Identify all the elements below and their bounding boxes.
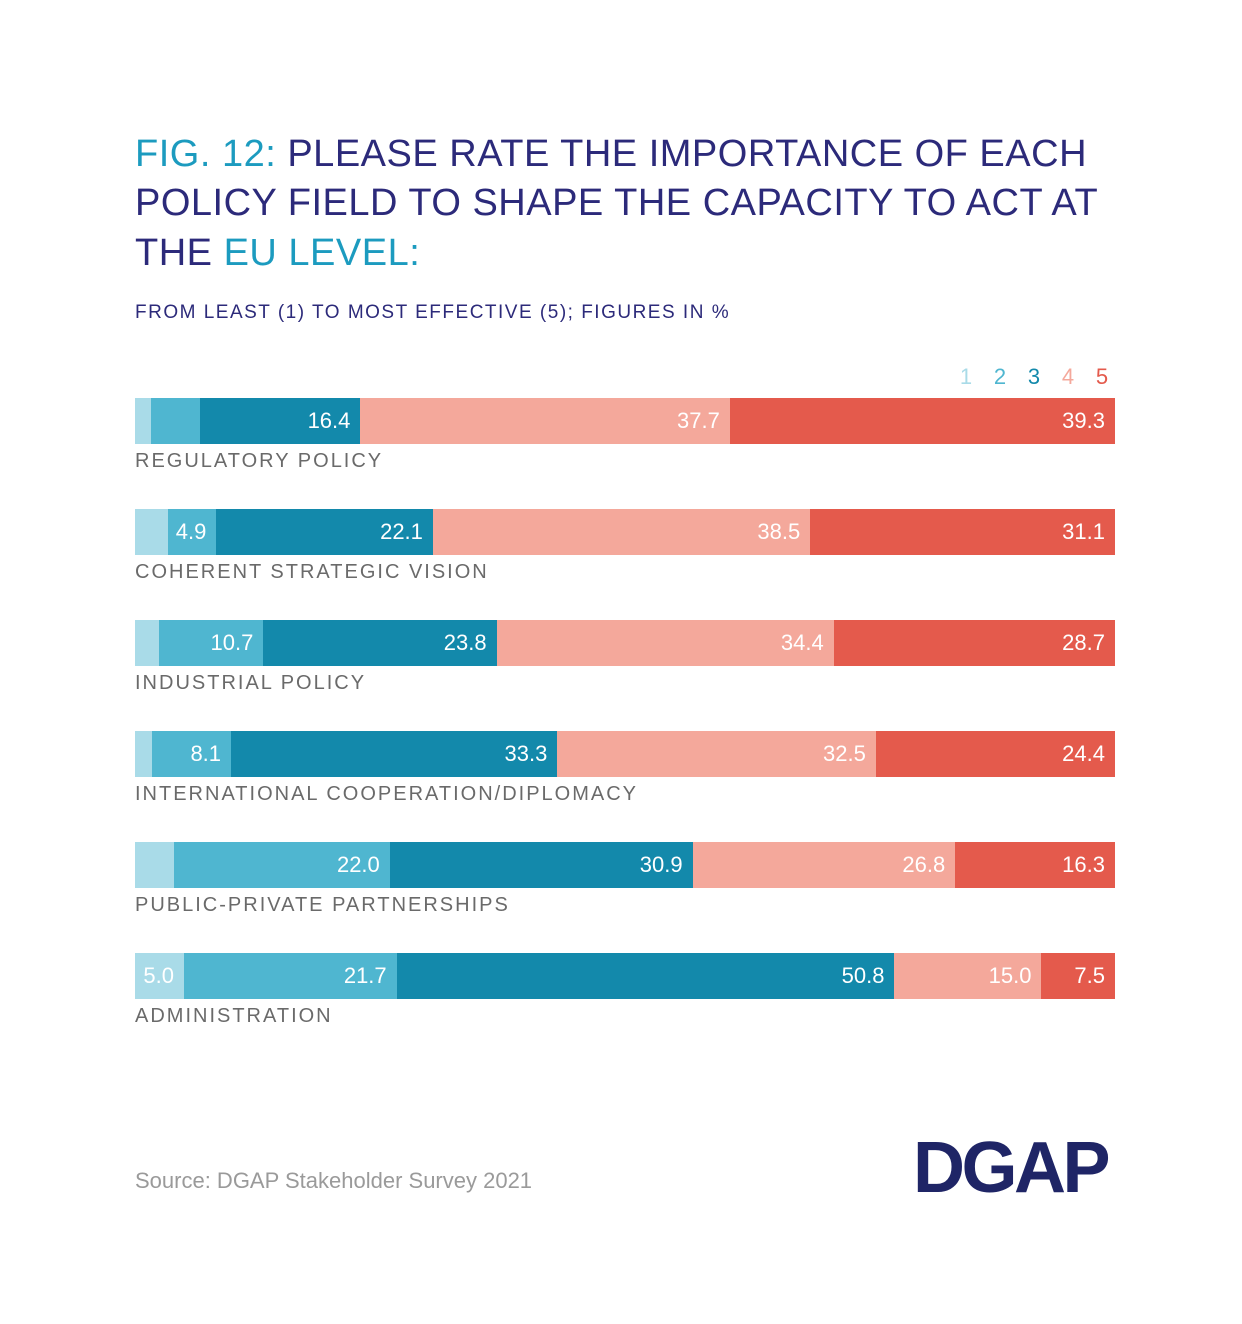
bar-segment-5: 39.3	[730, 398, 1115, 444]
stacked-bar: 22.030.926.816.3	[135, 842, 1115, 888]
stacked-bar: 16.437.739.3	[135, 398, 1115, 444]
bar-segment-1	[135, 842, 174, 888]
stacked-bar: 5.021.750.815.07.5	[135, 953, 1115, 999]
bar-segment-2: 10.7	[159, 620, 264, 666]
bar-segment-3: 23.8	[263, 620, 496, 666]
stacked-bar: 4.922.138.531.1	[135, 509, 1115, 555]
row-label: PUBLIC-PRIVATE PARTNERSHIPS	[135, 894, 1115, 917]
row-label: INTERNATIONAL COOPERATION/DIPLOMACY	[135, 783, 1115, 806]
stacked-bar: 8.133.332.524.4	[135, 731, 1115, 777]
legend-item-3: 3	[1021, 364, 1047, 390]
bar-segment-5: 28.7	[834, 620, 1115, 666]
bar-segment-4: 37.7	[360, 398, 729, 444]
stacked-bar: 10.723.834.428.7	[135, 620, 1115, 666]
row-label: INDUSTRIAL POLICY	[135, 672, 1115, 695]
bar-segment-1: 5.0	[135, 953, 184, 999]
bar-segment-1	[135, 620, 159, 666]
bar-segment-1	[135, 398, 151, 444]
bar-segment-3: 33.3	[231, 731, 557, 777]
chart-row: 16.437.739.3 REGULATORY POLICY	[135, 398, 1115, 473]
dgap-logo: DGAP	[913, 1127, 1107, 1209]
bar-segment-4: 34.4	[497, 620, 834, 666]
bar-segment-2: 21.7	[184, 953, 397, 999]
source-text: Source: DGAP Stakeholder Survey 2021	[135, 1168, 532, 1194]
chart-subtitle: FROM LEAST (1) TO MOST EFFECTIVE (5); FI…	[135, 302, 1115, 324]
bar-segment-4: 38.5	[433, 509, 810, 555]
bar-segment-2: 22.0	[174, 842, 390, 888]
bar-segment-5: 24.4	[876, 731, 1115, 777]
row-label: COHERENT STRATEGIC VISION	[135, 561, 1115, 584]
bar-segment-3: 30.9	[390, 842, 693, 888]
chart-legend: 12345	[135, 364, 1115, 390]
chart-rows: 16.437.739.3 REGULATORY POLICY 4.922.138.5…	[135, 398, 1115, 1028]
bar-segment-2	[151, 398, 200, 444]
legend-item-4: 4	[1055, 364, 1081, 390]
bar-segment-2: 4.9	[168, 509, 216, 555]
bar-segment-5: 16.3	[955, 842, 1115, 888]
bar-segment-4: 32.5	[557, 731, 876, 777]
chart-row: 22.030.926.816.3 PUBLIC-PRIVATE PARTNERSH…	[135, 842, 1115, 917]
legend-item-2: 2	[987, 364, 1013, 390]
figure-number: FIG. 12:	[135, 133, 276, 175]
bar-segment-4: 26.8	[693, 842, 956, 888]
title-highlight: EU LEVEL:	[224, 232, 421, 274]
legend-item-1: 1	[953, 364, 979, 390]
chart-row: 10.723.834.428.7 INDUSTRIAL POLICY	[135, 620, 1115, 695]
legend-item-5: 5	[1089, 364, 1115, 390]
chart-title: FIG. 12: PLEASE RATE THE IMPORTANCE OF E…	[135, 130, 1115, 278]
row-label: ADMINISTRATION	[135, 1005, 1115, 1028]
row-label: REGULATORY POLICY	[135, 450, 1115, 473]
bar-segment-5: 31.1	[810, 509, 1115, 555]
chart-container: FIG. 12: PLEASE RATE THE IMPORTANCE OF E…	[135, 130, 1115, 1064]
bar-segment-4: 15.0	[894, 953, 1041, 999]
bar-segment-3: 16.4	[200, 398, 361, 444]
chart-row: 8.133.332.524.4 INTERNATIONAL COOPERATION…	[135, 731, 1115, 806]
bar-segment-3: 22.1	[216, 509, 433, 555]
bar-segment-5: 7.5	[1041, 953, 1115, 999]
bar-segment-2: 8.1	[152, 731, 231, 777]
chart-row: 4.922.138.531.1 COHERENT STRATEGIC VISION	[135, 509, 1115, 584]
bar-segment-1	[135, 509, 168, 555]
bar-segment-1	[135, 731, 152, 777]
bar-segment-3: 50.8	[397, 953, 895, 999]
chart-row: 5.021.750.815.07.5 ADMINISTRATION	[135, 953, 1115, 1028]
